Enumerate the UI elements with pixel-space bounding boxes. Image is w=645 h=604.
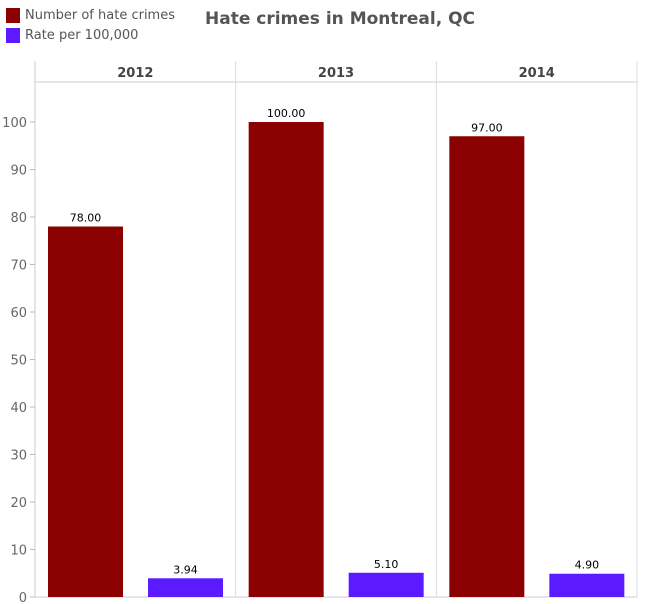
chart-title: Hate crimes in Montreal, QC <box>205 9 476 29</box>
bar-count <box>48 226 123 597</box>
bar-rate <box>348 572 424 597</box>
data-label: 3.94 <box>173 563 198 576</box>
y-tick-label: 50 <box>10 354 27 369</box>
y-tick-label: 0 <box>19 591 27 604</box>
data-label: 97.00 <box>471 121 503 134</box>
data-label: 78.00 <box>70 212 102 225</box>
bar-rate <box>549 573 625 597</box>
y-tick-label: 100 <box>2 116 27 131</box>
y-tick-label: 70 <box>10 259 27 274</box>
y-tick-label: 80 <box>10 211 27 226</box>
y-tick-label: 40 <box>10 401 27 416</box>
data-label: 4.90 <box>575 559 600 572</box>
y-tick-label: 10 <box>10 544 27 559</box>
y-tick-label: 20 <box>10 496 27 511</box>
legend-item-count[interactable]: Number of hate crimes <box>6 5 175 25</box>
bar-rate <box>148 578 223 597</box>
bar-count <box>248 122 324 597</box>
category-header: 2014 <box>519 66 555 81</box>
legend-swatch <box>6 7 20 23</box>
category-header: 2013 <box>318 66 354 81</box>
legend-label: Rate per 100,000 <box>25 27 139 43</box>
data-label: 5.10 <box>374 558 399 571</box>
category-header: 2012 <box>117 66 153 81</box>
y-tick-label: 60 <box>10 306 27 321</box>
legend-swatch <box>6 27 20 43</box>
y-tick-label: 30 <box>10 449 27 464</box>
legend: Number of hate crimes Rate per 100,000 <box>6 5 175 45</box>
legend-item-rate[interactable]: Rate per 100,000 <box>6 25 175 45</box>
bar-count <box>449 136 525 597</box>
legend-label: Number of hate crimes <box>25 7 175 23</box>
data-label: 100.00 <box>267 107 306 120</box>
y-tick-label: 90 <box>10 164 27 179</box>
